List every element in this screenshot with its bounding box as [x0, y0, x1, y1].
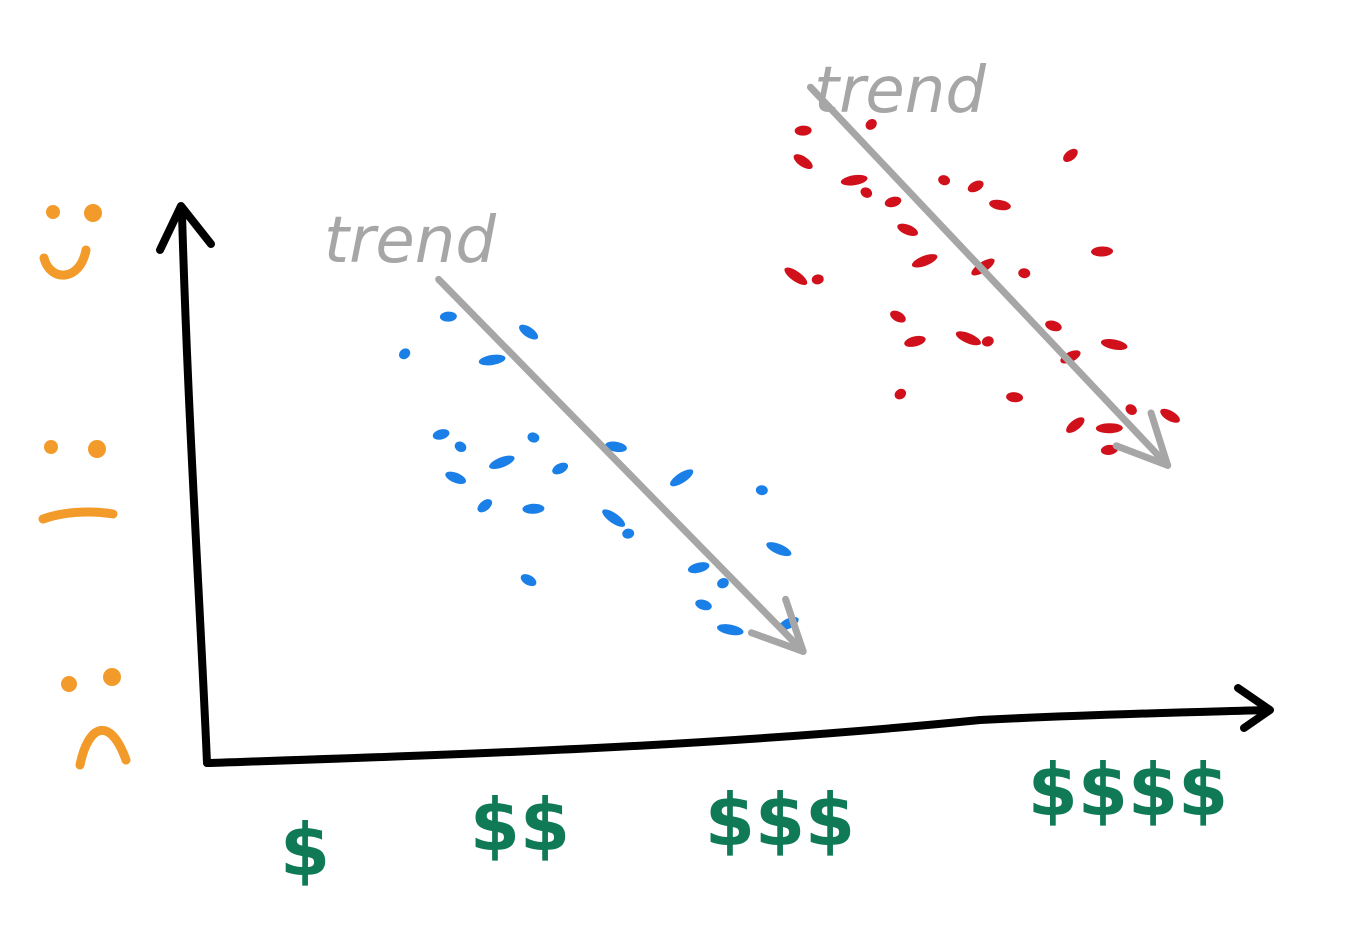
- data-point: [1066, 417, 1085, 433]
- trend-arrow: [806, 83, 1172, 469]
- data-point: [884, 196, 902, 208]
- x-axis-line: [203, 706, 1272, 767]
- data-point: [695, 599, 712, 611]
- data-point: [1045, 320, 1062, 332]
- data-point: [1091, 246, 1114, 257]
- data-point: [894, 388, 907, 400]
- data-point: [552, 462, 569, 475]
- data-point: [784, 267, 808, 286]
- data-point: [670, 469, 694, 487]
- data-point: [967, 180, 984, 193]
- data-point: [840, 174, 868, 186]
- data-point: [811, 274, 824, 285]
- sad-face-icon: [61, 668, 131, 770]
- happy-face-icon: [39, 204, 102, 280]
- data-point: [605, 441, 627, 453]
- trend-label: trend: [324, 204, 496, 278]
- x-tick-label-1: $: [280, 808, 330, 892]
- y-axis-faces: [38, 204, 131, 770]
- y-axis-arrowhead: [156, 202, 215, 254]
- data-point: [1063, 148, 1078, 163]
- data-point: [622, 528, 635, 539]
- data-point: [399, 348, 411, 360]
- y-axis-line: [178, 210, 211, 767]
- data-point: [489, 455, 515, 470]
- data-point: [865, 118, 877, 130]
- data-point: [716, 624, 744, 636]
- data-point: [904, 335, 926, 347]
- data-point: [432, 429, 450, 440]
- data-point: [860, 187, 873, 198]
- data-point: [717, 578, 729, 589]
- data-point: [989, 199, 1011, 211]
- data-point: [1160, 408, 1180, 423]
- data-point: [1006, 392, 1024, 403]
- data-point: [527, 432, 540, 443]
- data-point: [897, 223, 919, 237]
- data-point: [445, 471, 467, 485]
- x-tick-label-2: $$: [470, 783, 570, 867]
- data-point: [477, 499, 493, 513]
- x-tick-label-3: $$$: [705, 778, 855, 862]
- x-tick-label-4: $$$$: [1028, 748, 1228, 832]
- data-point: [794, 125, 812, 136]
- data-point: [602, 509, 626, 527]
- data-point: [1100, 338, 1128, 351]
- data-point: [1125, 404, 1137, 415]
- data-point: [687, 562, 710, 574]
- data-point: [439, 311, 457, 322]
- x-tick-labels: $ $$ $$$ $$$$: [280, 748, 1228, 892]
- data-point: [520, 574, 537, 587]
- axes: [156, 202, 1274, 767]
- data-point: [766, 542, 792, 557]
- data-point: [911, 254, 938, 268]
- x-axis-arrowhead: [1234, 684, 1274, 732]
- data-point: [478, 354, 506, 366]
- data-point: [981, 336, 994, 347]
- data-point: [955, 331, 981, 346]
- data-point: [793, 154, 813, 170]
- data-point: [1095, 423, 1123, 434]
- data-point: [519, 324, 539, 340]
- data-point: [938, 175, 951, 186]
- trend-arrow: [435, 275, 807, 655]
- series-2: trend: [784, 54, 1180, 469]
- data-point: [755, 485, 768, 496]
- data-point: [890, 310, 906, 323]
- data-point: [454, 441, 467, 453]
- data-point: [1018, 268, 1031, 279]
- series-layer: trend trend: [324, 54, 1180, 655]
- neutral-face-icon: [38, 440, 118, 524]
- data-point: [522, 503, 545, 514]
- trend-label: trend: [814, 54, 986, 128]
- series-1: trend: [324, 204, 807, 655]
